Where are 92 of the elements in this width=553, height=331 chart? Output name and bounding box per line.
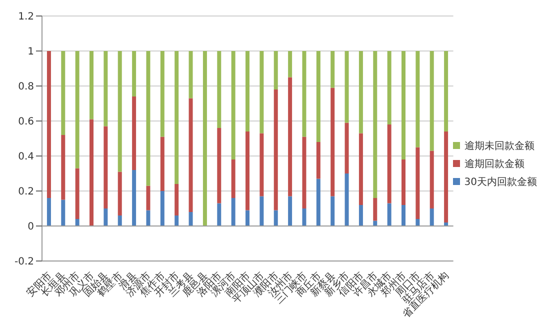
bar [316,51,320,142]
bar [373,51,378,198]
legend-label: 30天内回款金额 [464,176,537,188]
bar [75,168,80,219]
bar [416,147,420,219]
bar [288,77,292,196]
bar [402,51,406,160]
y-tick-label: 0 [28,222,34,233]
bar [61,200,66,226]
bar [444,132,448,222]
bar [104,51,108,126]
bar [231,160,236,198]
bar [75,51,80,168]
bar [118,51,122,172]
bar [132,51,136,96]
y-tick-label: 0.8 [18,82,34,93]
bar [260,133,264,196]
bar [316,178,320,226]
bar [358,133,363,205]
bar [61,51,66,135]
bar [132,170,136,226]
bar [146,51,150,186]
y-tick-label: -0.2 [14,256,34,268]
bar [174,51,179,184]
bar [274,51,278,90]
bar [231,198,236,226]
bar [430,208,434,226]
bar [416,219,420,226]
bar [160,191,164,226]
bar [132,96,136,170]
bar [174,184,179,216]
bar [402,205,406,226]
bar [46,198,51,226]
bar [146,210,150,226]
bar [188,51,193,98]
bar [288,51,292,78]
y-tick-label: 0.4 [18,152,34,163]
bar [302,136,306,208]
bar [246,51,250,132]
bar [316,142,320,179]
bar [387,51,392,124]
legend-label: 逾期回款金额 [464,158,524,170]
bar [330,51,335,88]
bar [373,198,378,221]
bar [146,186,150,210]
bar [104,126,108,208]
bar [231,51,236,160]
bar [217,128,222,204]
bar [274,210,278,226]
bar [188,212,193,226]
y-tick-label: 1.2 [18,12,34,23]
bar [46,51,51,198]
bar [274,90,278,210]
bar [90,51,94,120]
bar [217,51,222,128]
bar [174,216,179,226]
bar [104,208,108,226]
bar [118,216,122,226]
y-tick-label: 0.6 [18,116,34,128]
bar [430,51,434,151]
bar [430,150,434,208]
bar [358,51,363,134]
bar [330,196,335,226]
bar [246,132,250,210]
bar [288,196,292,226]
bar [344,122,349,174]
bar [402,160,406,205]
bar [90,119,94,226]
y-tick-label: 0.2 [18,186,34,198]
bar [387,124,392,204]
bar [302,51,306,137]
bar [61,135,66,200]
bar [160,136,164,191]
bar [118,172,122,216]
bar [444,51,448,132]
bar [202,51,207,226]
bar [260,196,264,226]
bar [75,219,80,226]
bar [217,203,222,226]
bar [160,51,164,137]
bar [246,210,250,226]
bar [260,51,264,134]
bar [330,88,335,196]
y-tick-label: 1 [28,46,34,58]
legend-label: 逾期未回款金额 [464,140,534,152]
bar [344,51,349,123]
bar [188,98,193,212]
bar [302,208,306,226]
bar [358,205,363,226]
bar [387,203,392,226]
bar [416,51,420,148]
bar [344,174,349,226]
